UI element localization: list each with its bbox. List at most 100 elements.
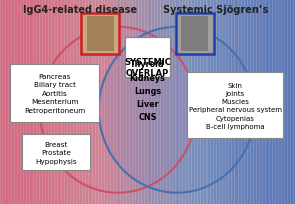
Bar (261, 0, 263, 204)
Bar (128, 0, 130, 204)
Bar (198, 0, 199, 204)
Bar (274, 0, 276, 204)
Bar (134, 0, 136, 204)
Bar (68, 0, 69, 204)
Bar (226, 0, 227, 204)
Bar (192, 0, 193, 204)
Bar (220, 0, 221, 204)
Bar (158, 0, 159, 204)
Bar (136, 0, 137, 204)
Bar (243, 0, 245, 204)
Bar (270, 0, 271, 204)
Bar (99, 0, 100, 204)
Bar (257, 0, 258, 204)
Bar (74, 0, 75, 204)
Bar (257, 0, 258, 204)
Bar (291, 0, 292, 204)
Bar (93, 0, 94, 204)
Bar (9, 0, 10, 204)
Bar (25, 0, 27, 204)
Bar (273, 0, 274, 204)
Bar (100, 0, 102, 204)
Bar (6, 0, 7, 204)
Bar (187, 0, 189, 204)
Bar (108, 0, 109, 204)
Bar (27, 0, 28, 204)
Bar (283, 0, 285, 204)
Bar (184, 0, 186, 204)
Bar (184, 0, 186, 204)
Bar (283, 0, 285, 204)
Bar (143, 0, 145, 204)
Bar (195, 0, 196, 204)
Bar (43, 0, 44, 204)
Bar (118, 0, 119, 204)
Bar (77, 0, 78, 204)
Text: Breast
Prostate
Hypophysis: Breast Prostate Hypophysis (35, 141, 77, 164)
Bar (242, 0, 243, 204)
Bar (156, 0, 158, 204)
Bar (10, 0, 12, 204)
Bar (237, 0, 239, 204)
Bar (177, 0, 178, 204)
Bar (24, 0, 25, 204)
Bar (155, 0, 156, 204)
Bar (34, 0, 35, 204)
Bar (18, 0, 19, 204)
FancyBboxPatch shape (10, 64, 99, 122)
Bar (62, 0, 63, 204)
Bar (130, 0, 131, 204)
Bar (208, 0, 209, 204)
Bar (50, 0, 52, 204)
Bar (103, 0, 105, 204)
Bar (3, 0, 4, 204)
Ellipse shape (99, 28, 255, 193)
Bar (246, 0, 248, 204)
Bar (28, 0, 30, 204)
Bar (195, 0, 196, 204)
Bar (276, 0, 277, 204)
Bar (263, 0, 264, 204)
Bar (158, 0, 159, 204)
Bar (192, 0, 193, 204)
Bar (229, 0, 230, 204)
Bar (271, 0, 273, 204)
Bar (112, 0, 114, 204)
Bar (143, 0, 145, 204)
Bar (13, 0, 15, 204)
Bar (109, 0, 111, 204)
Bar (140, 0, 142, 204)
Bar (18, 0, 19, 204)
Bar (181, 0, 183, 204)
Bar (38, 0, 40, 204)
Bar (16, 0, 18, 204)
Bar (193, 0, 195, 204)
Bar (12, 0, 13, 204)
Bar (215, 0, 217, 204)
Bar (214, 0, 215, 204)
Bar (53, 0, 55, 204)
Bar (217, 0, 218, 204)
Bar (248, 0, 249, 204)
Bar (62, 0, 63, 204)
Bar (46, 0, 47, 204)
Bar (205, 0, 206, 204)
Bar (174, 0, 176, 204)
Bar (3, 0, 4, 204)
Bar (258, 0, 260, 204)
Bar (239, 0, 240, 204)
Bar (41, 0, 43, 204)
Bar (267, 0, 268, 204)
Bar (59, 0, 60, 204)
Bar (288, 0, 289, 204)
Bar (271, 0, 273, 204)
Bar (34, 0, 35, 204)
Bar (196, 0, 198, 204)
Bar (254, 0, 255, 204)
Bar (285, 0, 286, 204)
Bar (38, 0, 40, 204)
Bar (193, 0, 195, 204)
Text: Pancreas
Biliary tract
Aortitis
Mesenterium
Retroperitoneum: Pancreas Biliary tract Aortitis Mesenter… (24, 73, 85, 113)
Bar (84, 0, 86, 204)
Bar (21, 0, 22, 204)
